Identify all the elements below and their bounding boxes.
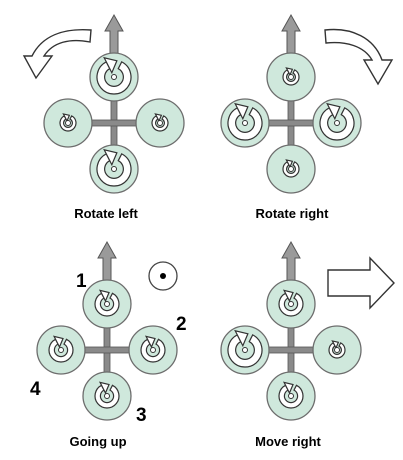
rotor-hub [150,347,156,353]
curved-arrow-right-icon [324,28,394,86]
quadcopter-going-up [36,240,178,421]
rotor-number-2: 2 [176,314,187,335]
rotor-hub [288,166,294,172]
rotor-left-spin-arrowhead [234,329,249,348]
rotor-back-spin-arrow [94,384,120,409]
rotor-front-spin-arrow [96,61,132,95]
rotor-back-spin-arrow [282,161,300,178]
rotor-hub [157,120,163,126]
rotor-right-spin-arrowhead [154,113,163,123]
panel-going-up: 1 2 3 4 Going up [30,240,187,449]
rotor-left [43,98,93,148]
rotor-right [128,325,178,375]
rotor-number-3: 3 [136,405,147,426]
rotor-front-spin-arrowhead [282,289,294,303]
rotor-left-spin-arrow [59,115,77,132]
rotor-front-spin-arrowhead [103,56,118,75]
rotor-hub [334,120,340,126]
straight-arrow-right-icon [327,256,395,310]
rotor-front-spin-arrowhead [285,67,294,77]
rotor-front-spin-arrow [282,69,300,86]
rotor-hub [65,120,71,126]
caption-rotate-left: Rotate left [74,206,138,221]
rotor-front [266,52,316,102]
rotor-hub [111,74,117,80]
rotor-right [312,98,362,148]
panel-rotate-right: Rotate right [220,13,394,221]
rotor-back-spin-arrowhead [285,159,294,169]
rotor-hub [242,347,248,353]
quadcopter-move-right [220,240,362,421]
out-of-plane-dot-icon [148,261,178,291]
rotor-hub [104,393,110,399]
rotor-hub [334,347,340,353]
rotor-right-spin-arrow [140,338,166,363]
rotor-left-spin-arrowhead [234,102,249,121]
rotor-right-spin-arrowhead [326,102,341,121]
panel-rotate-left: Rotate left [22,13,185,221]
rotor-right-spin-arrow [328,342,346,359]
curved-arrow-left-icon [22,29,92,80]
rotor-left [220,325,270,375]
rotor-hub [58,347,64,353]
rotor-back-spin-arrowhead [98,381,110,395]
rotor-back [89,144,139,194]
rotor-right-spin-arrowhead [331,340,340,350]
caption-rotate-right: Rotate right [256,206,330,221]
rotor-left-spin-arrow [227,107,263,141]
rotor-right-spin-arrow [319,107,355,141]
rotor-back-spin-arrowhead [103,148,118,167]
rotor-front-spin-arrowhead [98,289,110,303]
rotor-hub [104,301,110,307]
rotor-back [266,371,316,421]
rotor-back-spin-arrow [96,153,132,187]
rotor-hub [288,74,294,80]
rotor-right-spin-arrow [151,115,169,132]
rotor-front-spin-arrow [94,292,120,317]
rotor-back [266,144,316,194]
rotor-front-spin-arrow [278,292,304,317]
rotor-hub [288,301,294,307]
rotor-back [82,371,132,421]
rotor-hub [242,120,248,126]
rotor-back-spin-arrowhead [282,381,294,395]
rotor-left-spin-arrow [48,338,74,363]
rotor-right-spin-arrowhead [144,335,156,349]
caption-move-right: Move right [255,434,321,449]
rotor-right [135,98,185,148]
rotor-left-spin-arrowhead [62,113,71,123]
rotor-number-4: 4 [30,379,41,400]
rotor-number-1: 1 [76,271,87,292]
rotor-back-spin-arrow [278,384,304,409]
panel-move-right: Move right [220,240,395,449]
rotor-front [266,279,316,329]
rotor-left [36,325,86,375]
caption-going-up: Going up [69,434,126,449]
rotor-left-spin-arrowhead [52,335,64,349]
rotor-hub [111,166,117,172]
quadcopter-rotate-left [43,13,185,194]
rotor-right [312,325,362,375]
rotor-front [82,279,132,329]
rotor-left [220,98,270,148]
rotor-left-spin-arrow [227,334,263,368]
rotor-front [89,52,139,102]
quadcopter-rotate-right [220,13,362,194]
rotor-hub [288,393,294,399]
